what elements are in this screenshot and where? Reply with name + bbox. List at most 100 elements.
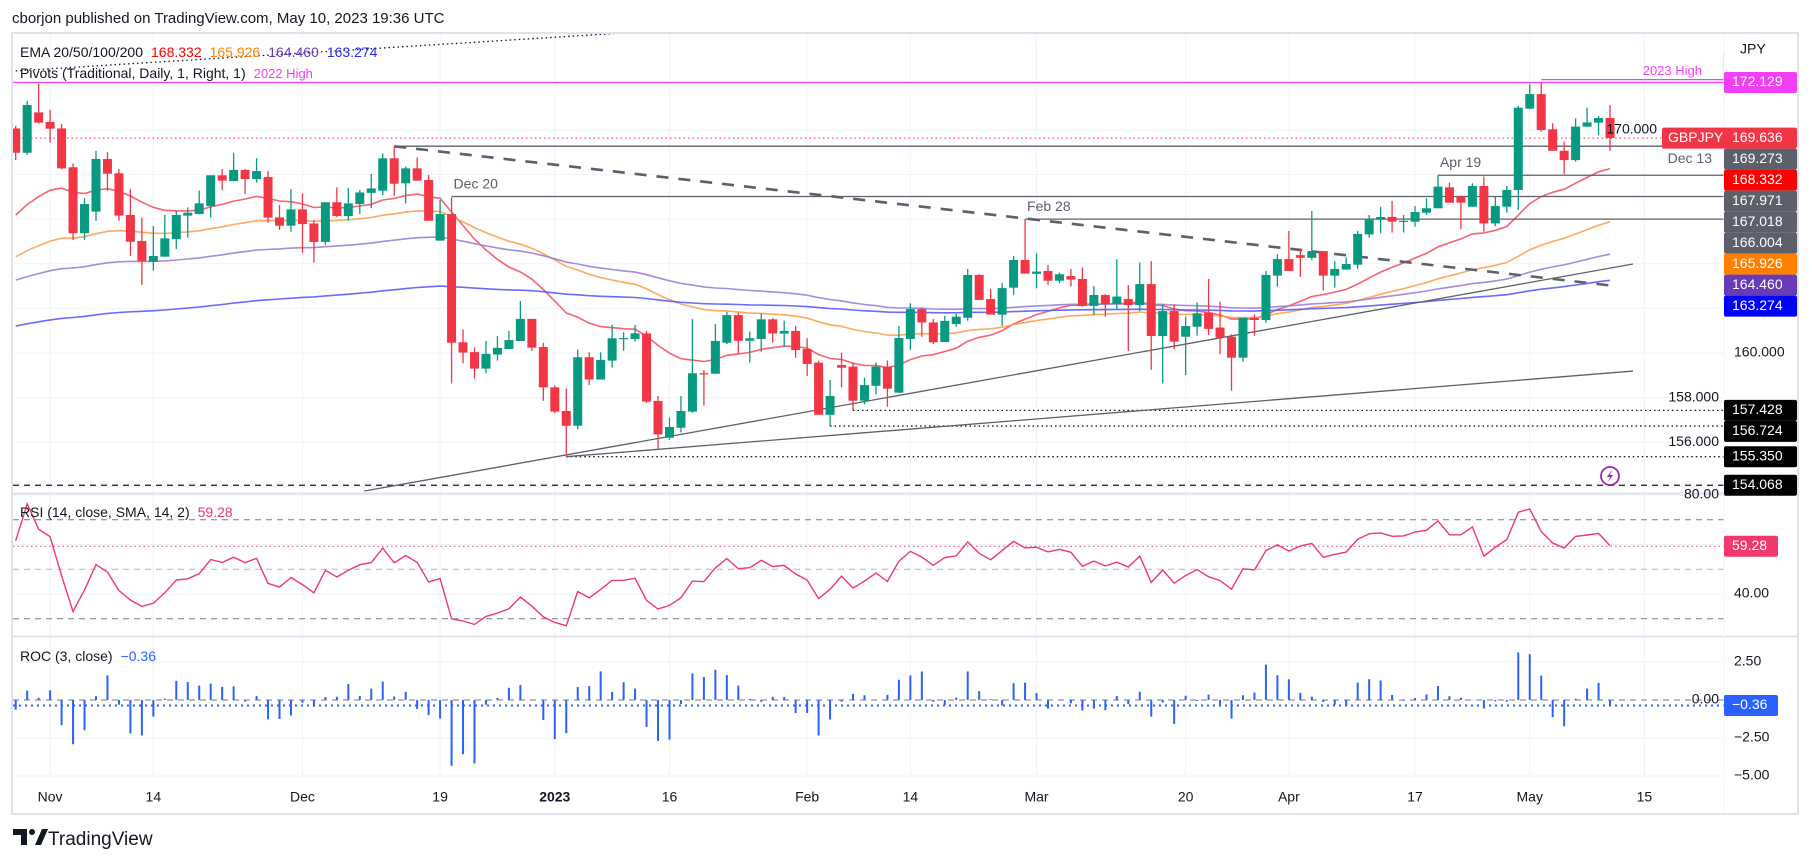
candle[interactable] <box>951 313 961 327</box>
candle[interactable] <box>584 352 594 386</box>
candle[interactable] <box>515 301 525 341</box>
rsi-pane[interactable] <box>13 501 1724 627</box>
candle[interactable] <box>1422 198 1432 215</box>
candle[interactable] <box>928 319 938 345</box>
price-tag[interactable]: 157.428 <box>1724 399 1797 421</box>
candle[interactable] <box>1536 82 1546 132</box>
candle[interactable] <box>1548 123 1558 151</box>
candle[interactable] <box>1364 214 1374 238</box>
candle[interactable] <box>848 362 858 411</box>
tradingview-brand[interactable]: TradingView <box>48 829 153 850</box>
candle[interactable] <box>802 338 812 376</box>
price-pane[interactable]: 2023 High Dec 13 Apr 19 Dec 20 Feb 28 <box>11 30 1724 492</box>
time-axis-label[interactable]: 2023 <box>539 789 570 805</box>
candle[interactable] <box>34 84 44 124</box>
candle[interactable] <box>263 171 273 223</box>
candle[interactable] <box>791 326 801 358</box>
candle[interactable] <box>1066 268 1076 287</box>
candle[interactable] <box>355 189 365 215</box>
candle[interactable] <box>538 342 548 401</box>
rsi-tick-label[interactable]: 80.00 <box>1684 486 1719 502</box>
candle[interactable] <box>1399 214 1409 233</box>
candle[interactable] <box>11 125 21 161</box>
price-tag[interactable]: 169.273 <box>1724 148 1797 170</box>
candle[interactable] <box>596 352 606 380</box>
candle[interactable] <box>882 360 892 407</box>
price-tick-label[interactable]: 158.000 <box>1668 388 1719 404</box>
roc-tick-label[interactable]: −5.00 <box>1734 767 1770 783</box>
candle[interactable] <box>986 288 996 315</box>
candle[interactable] <box>1032 253 1042 289</box>
candle[interactable] <box>240 169 250 195</box>
price-tag[interactable]: 166.004 <box>1724 232 1797 254</box>
candle[interactable] <box>332 187 342 217</box>
candle[interactable] <box>871 362 881 395</box>
candle[interactable] <box>1444 182 1454 203</box>
candle[interactable] <box>1525 84 1535 110</box>
candle[interactable] <box>447 197 457 384</box>
candle[interactable] <box>389 146 399 196</box>
candle[interactable] <box>940 315 950 343</box>
candle[interactable] <box>183 207 193 238</box>
roc-tick-label[interactable]: 2.50 <box>1734 653 1761 669</box>
price-tag[interactable]: 164.460 <box>1724 274 1797 296</box>
rsi-value-tag[interactable]: 59.28 <box>1724 535 1778 557</box>
candle[interactable] <box>1502 185 1512 213</box>
candle[interactable] <box>1594 115 1604 136</box>
price-tag[interactable]: 167.018 <box>1724 211 1797 233</box>
candle[interactable] <box>435 200 445 241</box>
candle[interactable] <box>561 388 571 457</box>
candle[interactable] <box>1284 231 1294 271</box>
candle[interactable] <box>1112 259 1122 310</box>
candle[interactable] <box>1272 253 1282 287</box>
candle[interactable] <box>1605 105 1615 151</box>
candle[interactable] <box>1009 255 1019 296</box>
candle[interactable] <box>1433 175 1443 209</box>
candle[interactable] <box>1571 118 1581 162</box>
candle[interactable] <box>1169 304 1179 350</box>
candle[interactable] <box>687 319 697 413</box>
candle[interactable] <box>905 303 915 351</box>
candle[interactable] <box>664 417 674 440</box>
candle[interactable] <box>814 360 824 415</box>
candle[interactable] <box>756 313 766 352</box>
candle[interactable] <box>1582 107 1592 127</box>
candle[interactable] <box>1181 316 1191 376</box>
candle[interactable] <box>768 317 778 343</box>
candle[interactable] <box>1513 105 1523 211</box>
candle[interactable] <box>286 189 296 232</box>
candle[interactable] <box>45 109 55 143</box>
price-tag[interactable]: 168.332 <box>1724 169 1797 191</box>
candle[interactable] <box>1353 231 1363 269</box>
candle[interactable] <box>1020 219 1030 274</box>
candle[interactable] <box>963 268 973 321</box>
candle[interactable] <box>102 152 112 191</box>
candle[interactable] <box>320 202 330 246</box>
candle[interactable] <box>1559 141 1569 174</box>
candle[interactable] <box>171 210 181 250</box>
candle[interactable] <box>504 330 514 349</box>
roc-legend[interactable]: ROC (3, close) −0.36 <box>20 648 164 664</box>
roc-pane[interactable] <box>13 652 1724 766</box>
time-axis-label[interactable]: 20 <box>1178 789 1194 805</box>
candle[interactable] <box>573 349 583 430</box>
candle[interactable] <box>1100 294 1110 317</box>
candle[interactable] <box>1192 302 1202 336</box>
candle[interactable] <box>1123 284 1133 351</box>
candle[interactable] <box>424 175 434 221</box>
candle[interactable] <box>1043 264 1053 285</box>
price-tag[interactable]: 167.971 <box>1724 190 1797 212</box>
price-tag[interactable]: 154.068 <box>1724 474 1797 496</box>
pivots-legend[interactable]: Pivots (Traditional, Daily, 1, Right, 1)… <box>20 65 321 81</box>
candle[interactable] <box>974 274 984 300</box>
candle[interactable] <box>1410 206 1420 227</box>
candle[interactable] <box>57 123 67 170</box>
candle[interactable] <box>1318 251 1328 291</box>
candle[interactable] <box>22 101 32 155</box>
time-axis-label[interactable]: Mar <box>1024 789 1048 805</box>
candle[interactable] <box>1387 200 1397 233</box>
candle[interactable] <box>458 329 468 364</box>
candle[interactable] <box>1227 334 1237 391</box>
roc-value-tag[interactable]: −0.36 <box>1724 694 1778 716</box>
time-axis-label[interactable]: 16 <box>662 789 678 805</box>
